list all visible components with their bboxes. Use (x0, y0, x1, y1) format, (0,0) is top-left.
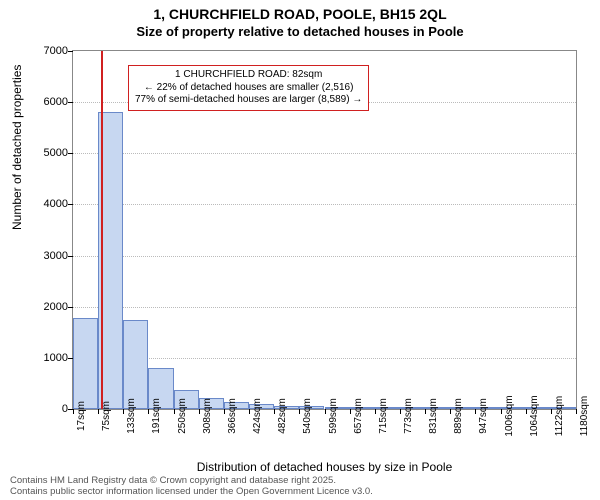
x-tick-label: 308sqm (202, 398, 213, 434)
x-tick-label: 1064sqm (529, 395, 540, 436)
x-tick-label: 17sqm (76, 401, 87, 431)
y-tick (68, 102, 73, 103)
x-tick-label: 75sqm (101, 401, 112, 431)
x-tick-label: 424sqm (252, 398, 263, 434)
gridline (73, 204, 576, 205)
y-tick-label: 1000 (8, 352, 68, 364)
x-tick (325, 409, 326, 414)
x-tick (475, 409, 476, 414)
x-tick-label: 540sqm (302, 398, 313, 434)
x-tick-label: 1006sqm (504, 395, 515, 436)
x-tick (224, 409, 225, 414)
y-tick (68, 153, 73, 154)
x-tick-label: 599sqm (328, 398, 339, 434)
y-tick-label: 6000 (8, 96, 68, 108)
histogram-bar (73, 318, 98, 409)
x-tick (123, 409, 124, 414)
gridline (73, 358, 576, 359)
y-tick-label: 3000 (8, 250, 68, 262)
gridline (73, 256, 576, 257)
x-tick-label: 947sqm (478, 398, 489, 434)
x-tick (148, 409, 149, 414)
x-tick (299, 409, 300, 414)
footer-attribution: Contains HM Land Registry data © Crown c… (10, 476, 373, 498)
histogram-bar (123, 320, 148, 410)
x-tick-label: 657sqm (353, 398, 364, 434)
gridline (73, 307, 576, 308)
x-tick (174, 409, 175, 414)
annotation-line3: 77% of semi-detached houses are larger (… (135, 94, 362, 107)
x-tick (199, 409, 200, 414)
x-tick (450, 409, 451, 414)
y-tick-label: 0 (8, 403, 68, 415)
x-tick (98, 409, 99, 414)
x-tick (551, 409, 552, 414)
x-axis-label: Distribution of detached houses by size … (72, 460, 577, 474)
annotation-box: 1 CHURCHFIELD ROAD: 82sqm← 22% of detach… (128, 65, 369, 111)
x-tick-label: 715sqm (378, 398, 389, 434)
x-tick (400, 409, 401, 414)
x-tick (425, 409, 426, 414)
histogram-plot: 1 CHURCHFIELD ROAD: 82sqm← 22% of detach… (72, 50, 577, 410)
gridline (73, 153, 576, 154)
y-tick-label: 2000 (8, 301, 68, 313)
x-tick-label: 191sqm (151, 398, 162, 434)
x-tick (501, 409, 502, 414)
y-tick-label: 4000 (8, 198, 68, 210)
x-tick-label: 1122sqm (554, 396, 565, 436)
y-tick (68, 256, 73, 257)
page-subtitle: Size of property relative to detached ho… (0, 22, 600, 39)
x-tick (73, 409, 74, 414)
y-tick (68, 51, 73, 52)
y-tick (68, 307, 73, 308)
x-tick (576, 409, 577, 414)
x-tick (274, 409, 275, 414)
y-tick-label: 5000 (8, 147, 68, 159)
annotation-line2: ← 22% of detached houses are smaller (2,… (135, 82, 362, 95)
property-marker-line (101, 51, 103, 409)
x-tick-label: 831sqm (428, 398, 439, 434)
x-tick (350, 409, 351, 414)
y-tick (68, 204, 73, 205)
annotation-line1: 1 CHURCHFIELD ROAD: 82sqm (135, 69, 362, 82)
x-tick-label: 482sqm (277, 398, 288, 434)
x-tick-label: 250sqm (177, 398, 188, 434)
page-title: 1, CHURCHFIELD ROAD, POOLE, BH15 2QL (0, 0, 600, 22)
y-tick-label: 7000 (8, 45, 68, 57)
x-tick-label: 1180sqm (579, 396, 590, 436)
x-tick-label: 773sqm (403, 398, 414, 434)
x-tick-label: 366sqm (227, 398, 238, 434)
x-tick (526, 409, 527, 414)
x-tick (375, 409, 376, 414)
x-tick-label: 889sqm (453, 398, 464, 434)
footer-line2: Contains public sector information licen… (10, 487, 373, 498)
x-tick (249, 409, 250, 414)
x-tick-label: 133sqm (126, 398, 137, 434)
